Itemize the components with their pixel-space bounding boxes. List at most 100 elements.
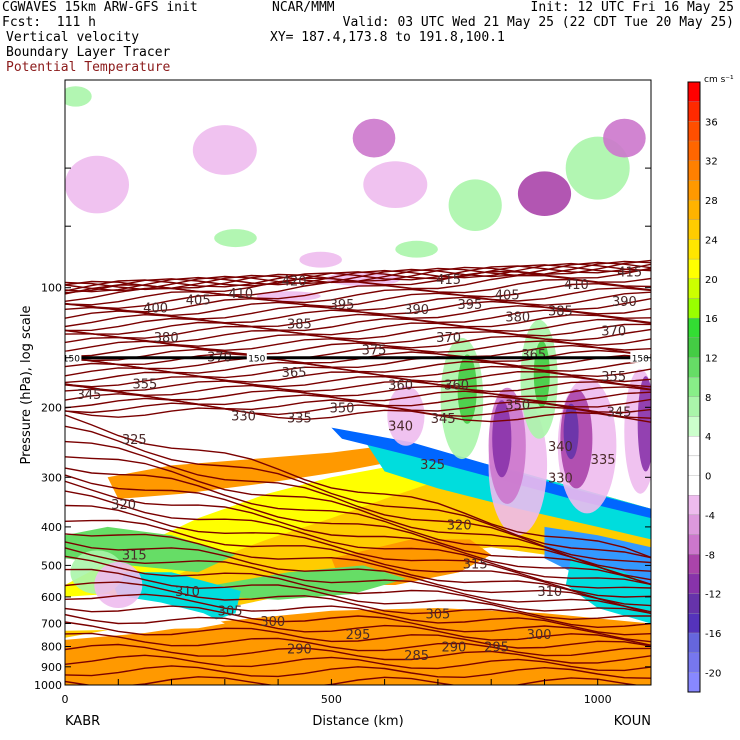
theta-contour (65, 632, 651, 657)
colorbar-label: 4 (705, 432, 711, 443)
model-title: CGWAVES 15km ARW-GFS init (2, 0, 198, 15)
field-potential-temperature: Potential Temperature (6, 60, 171, 75)
y-tick-label: 1000 (34, 679, 62, 692)
theta-contour (65, 344, 651, 362)
velocity-blob (448, 179, 502, 231)
colorbar-bin (687, 436, 701, 457)
colorbar-bin (687, 357, 701, 378)
contour-label: 350 (330, 401, 355, 416)
theta-contour (65, 407, 651, 423)
colorbar-bin (687, 652, 701, 673)
tracer-band (107, 445, 406, 499)
contour-label: 395 (330, 298, 355, 313)
y-tick-label: 200 (41, 401, 62, 414)
theta-contour (65, 504, 651, 589)
colorbar-bin (687, 258, 701, 279)
contour-label: 295 (484, 641, 509, 656)
colorbar-label: 20 (705, 275, 718, 286)
colorbar-frame (687, 81, 701, 693)
theta-contour (65, 261, 651, 292)
theta-contour (65, 593, 651, 636)
theta-contour (65, 467, 651, 581)
y-tick-label: 400 (41, 521, 62, 534)
colorbar-bin (687, 160, 701, 181)
theta-contour (65, 676, 640, 685)
theta-contour (65, 654, 651, 672)
theta-contour (65, 541, 651, 613)
tracer-band (65, 608, 651, 685)
theta-contour (65, 613, 651, 646)
contour-label: 305 (425, 607, 450, 622)
colorbar-label: 8 (705, 393, 711, 404)
theta-contour (65, 414, 651, 559)
contour-label: 290 (287, 643, 312, 658)
field-vertical-velocity: Vertical velocity (6, 30, 140, 45)
contour-label: 300 (527, 628, 552, 643)
colorbar-bin (687, 298, 701, 319)
end-station-label: KOUN (614, 714, 651, 729)
colorbar-unit: cm s⁻¹ (704, 75, 734, 85)
theta-contour (65, 359, 651, 374)
contour-label: 365 (521, 348, 546, 363)
colorbar-bin (687, 81, 701, 102)
theta-contour (65, 278, 651, 306)
velocity-blob (65, 155, 129, 214)
velocity-blob (352, 118, 396, 158)
contour-label: 320 (111, 498, 136, 513)
theta-contour (65, 456, 651, 572)
contour-label: 410 (228, 287, 253, 302)
colorbar-bin (687, 337, 701, 358)
field-boundary-layer-tracer: Boundary Layer Tracer (6, 45, 171, 60)
contour-label: 335 (591, 453, 616, 468)
colorbar-bin (687, 632, 701, 653)
colorbar-label: -12 (705, 590, 721, 601)
y-tick-label: 600 (41, 591, 62, 604)
valid-time: Valid: 03 UTC Wed 21 May 25 (22 CDT Tue … (342, 15, 734, 30)
colorbar-label: -16 (705, 629, 721, 640)
tropopause-label-bg (630, 351, 651, 363)
theta-contour (65, 519, 651, 598)
theta-contour (65, 264, 651, 294)
theta-contour (65, 581, 651, 629)
tropopause-label: 150 (248, 355, 265, 365)
colorbar-bin (687, 278, 701, 299)
velocity-blob (94, 562, 143, 608)
velocity-blob (395, 240, 438, 258)
y-tick-label: 100 (41, 282, 62, 295)
forecast-hour: Fcst: 111 h (2, 15, 96, 30)
velocity-blob (603, 118, 646, 158)
contour-label: 300 (260, 615, 285, 630)
theta-contour (65, 480, 651, 586)
velocity-blob (492, 400, 512, 478)
velocity-blob (65, 86, 92, 107)
colorbar: 36 32 28 24 20 16 12 8 4 0 -4 -8 -12 -16 -20 (687, 81, 721, 693)
theta-contour (65, 309, 651, 332)
contour-label: 285 (404, 649, 429, 664)
theta-contour (65, 533, 651, 607)
contour-label: 340 (548, 440, 573, 455)
contour-label: 315 (463, 558, 488, 573)
tropopause-line: 150 150 150 (65, 351, 651, 365)
theta-contour (65, 328, 651, 347)
y-tick-label: 300 (41, 471, 62, 484)
colorbar-bin (687, 416, 701, 437)
colorbar-bin (687, 514, 701, 535)
theta-contour (65, 260, 651, 291)
velocity-blob (563, 403, 579, 460)
colorbar-bin (687, 180, 701, 201)
theta-contour (65, 375, 651, 388)
x-tick-label: 1000 (584, 693, 612, 706)
contour-label: 360 (444, 378, 469, 393)
theta-contour (65, 314, 651, 335)
contour-label: 295 (346, 628, 371, 643)
theta-contour (65, 402, 651, 419)
contour-label: 325 (122, 433, 147, 448)
y-tick-label: 900 (41, 661, 62, 674)
y-tick-label: 800 (41, 641, 62, 654)
theta-contour (65, 282, 651, 310)
vertical-velocity-layer (65, 86, 651, 608)
theta-contour (65, 263, 651, 292)
colorbar-bin (687, 455, 701, 476)
colorbar-label: 12 (705, 354, 718, 365)
